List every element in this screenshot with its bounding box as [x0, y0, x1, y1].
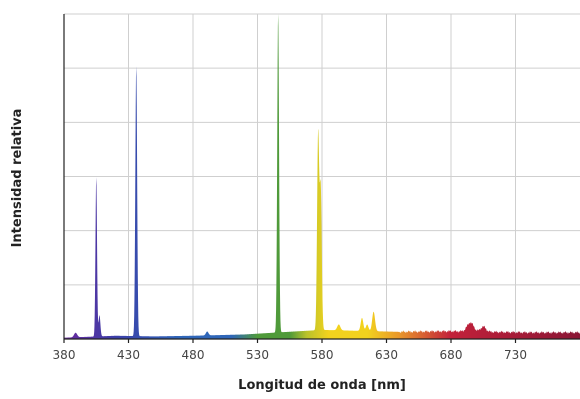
x-tick-label: 580 — [311, 348, 334, 362]
x-tick-label: 680 — [440, 348, 463, 362]
y-axis-title: Intensidad relativa — [10, 109, 25, 248]
x-tick-labels: 380 430 480 530 580 630 680 730 — [53, 339, 527, 362]
x-tick-label: 480 — [182, 348, 205, 362]
x-tick-label: 530 — [246, 348, 269, 362]
spectrum-area — [64, 14, 580, 339]
x-tick-label: 630 — [375, 348, 398, 362]
x-axis-title: Longitud de onda [nm] — [238, 378, 406, 393]
x-tick-label: 380 — [53, 348, 76, 362]
x-tick-label: 430 — [117, 348, 140, 362]
x-tick-label: 730 — [504, 348, 527, 362]
grid — [64, 13, 580, 339]
